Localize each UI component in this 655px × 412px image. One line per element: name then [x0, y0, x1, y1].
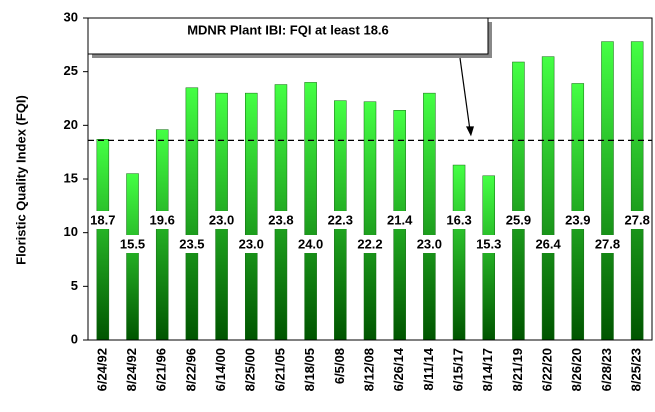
- bar: [126, 173, 139, 341]
- x-tick-label: 8/11/14: [421, 347, 436, 390]
- x-tick-label: 8/14/17: [480, 348, 495, 391]
- value-label: 26.4: [535, 236, 561, 251]
- value-label: 23.0: [209, 212, 234, 227]
- value-label: 15.3: [476, 236, 501, 251]
- value-label: 18.7: [90, 212, 115, 227]
- x-tick-label: 6/5/08: [332, 348, 347, 384]
- x-tick-label: 8/12/08: [361, 348, 376, 391]
- y-tick-label: 25: [64, 63, 78, 78]
- value-label-bg: [562, 211, 593, 229]
- value-label: 23.0: [417, 236, 442, 251]
- x-tick-label: 8/21/19: [510, 348, 525, 391]
- x-tick-label: 8/22/96: [183, 348, 198, 391]
- y-axis-label: Floristic Quality Index (FQI): [13, 95, 28, 265]
- x-tick-label: 6/15/17: [450, 348, 465, 391]
- y-tick-label: 20: [64, 117, 78, 132]
- value-label-bg: [325, 211, 356, 229]
- bar: [541, 56, 555, 341]
- value-label-bg: [206, 211, 237, 229]
- y-tick-label: 5: [71, 278, 78, 293]
- annotation-arrow: [459, 57, 471, 131]
- x-tick-label: 6/21/05: [272, 348, 287, 391]
- bar: [630, 41, 644, 341]
- x-tick-label: 6/28/23: [599, 348, 614, 391]
- x-tick-label: 8/18/05: [302, 348, 317, 391]
- value-label-bg: [503, 211, 534, 229]
- annotation: MDNR Plant IBI: FQI at least 18.6: [187, 22, 389, 37]
- x-tick-label: 8/25/00: [243, 348, 258, 391]
- bar: [185, 87, 199, 341]
- value-label-bg: [117, 235, 148, 253]
- bar: [96, 139, 110, 341]
- value-label: 23.8: [268, 212, 293, 227]
- value-label-bg: [147, 211, 178, 229]
- y-tick-label: 0: [71, 331, 78, 346]
- bar: [245, 92, 258, 341]
- x-tick-label: 6/14/00: [213, 348, 228, 391]
- x-tick-label: 8/24/92: [124, 348, 139, 391]
- bar: [155, 129, 169, 341]
- y-tick-label: 30: [64, 9, 78, 24]
- value-label: 23.9: [565, 212, 590, 227]
- value-label: 23.5: [179, 236, 204, 251]
- value-label-bg: [236, 235, 267, 253]
- value-label-bg: [265, 211, 296, 229]
- value-label: 23.0: [239, 236, 264, 251]
- bar: [304, 82, 317, 341]
- bar: [512, 61, 525, 341]
- value-label-bg: [87, 211, 118, 229]
- x-tick-label: 6/24/92: [94, 348, 109, 391]
- y-tick-label: 10: [64, 224, 78, 239]
- value-label-bg: [622, 211, 653, 229]
- value-label: 22.2: [357, 236, 382, 251]
- x-tick-label: 6/22/20: [540, 348, 555, 391]
- x-tick-label: 8/26/20: [569, 348, 584, 391]
- value-label-bg: [592, 235, 623, 253]
- value-label: 27.8: [625, 212, 650, 227]
- value-label: 25.9: [506, 212, 531, 227]
- value-label: 16.3: [446, 212, 471, 227]
- value-label-bg: [414, 235, 445, 253]
- value-label: 19.6: [150, 212, 175, 227]
- value-label-bg: [384, 211, 415, 229]
- value-label-bg: [444, 211, 475, 229]
- arrow-head: [466, 126, 474, 137]
- x-tick-label: 8/25/23: [629, 348, 644, 391]
- bar: [601, 41, 614, 341]
- value-label: 24.0: [298, 236, 323, 251]
- annotation-box: [87, 17, 489, 55]
- value-label: 15.5: [120, 236, 145, 251]
- x-tick-label: 6/26/14: [391, 347, 406, 391]
- value-label: 21.4: [387, 212, 413, 227]
- value-label-bg: [176, 235, 207, 253]
- bar: [423, 92, 436, 341]
- bar: [452, 164, 466, 341]
- value-label-bg: [533, 235, 564, 253]
- x-tick-label: 6/21/96: [154, 348, 169, 391]
- value-label-bg: [295, 235, 326, 253]
- value-label: 27.8: [595, 236, 620, 251]
- bar: [363, 101, 377, 341]
- value-label: 22.3: [328, 212, 353, 227]
- value-label-bg: [355, 235, 385, 253]
- bar: [482, 175, 495, 341]
- value-label-bg: [473, 235, 504, 253]
- y-tick-label: 15: [64, 170, 78, 185]
